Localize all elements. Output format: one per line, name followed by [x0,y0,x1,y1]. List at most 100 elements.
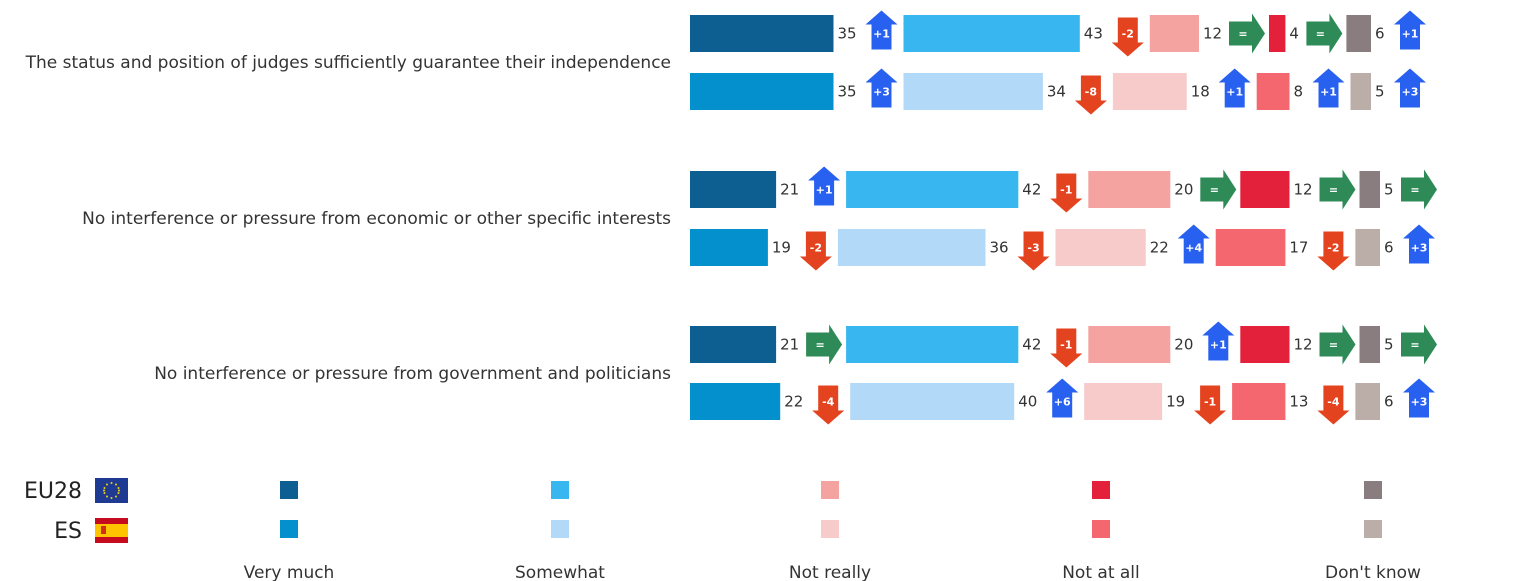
value-label: 5 [1375,83,1385,101]
legend-swatch-eu28-dont-know [1364,481,1382,499]
change-arrow-same-icon [1401,324,1437,365]
change-arrow-same-icon [1319,324,1356,365]
value-label: 19 [772,239,791,257]
spain-flag-icon [95,518,128,543]
change-arrow-up-icon [1177,224,1210,264]
change-arrow-down-icon [1317,385,1350,425]
legend-items: Very much Somewhat Not really Not at all Don… [244,481,1421,581]
bar-eu28-row3-very-much [690,326,777,363]
change-arrow-down-icon [1317,231,1350,271]
change-label: -2 [1327,242,1339,255]
change-label: = [1316,28,1325,41]
change-arrow-down-icon [799,231,832,271]
bar-eu28-row1-very-much [690,15,834,52]
change-arrow-up-icon [1403,378,1435,418]
row-labels: The status and position of judges suffic… [25,53,672,384]
change-arrow-same-icon [1306,13,1343,54]
change-arrow-up-icon [1403,224,1435,264]
legend-swatch-es-somewhat [551,520,569,538]
change-label: +3 [1411,396,1428,409]
value-label: 4 [1289,25,1299,43]
value-label: 22 [784,393,803,411]
value-label: 6 [1384,393,1394,411]
change-label: = [1238,28,1247,41]
bar-es-row2-not-really [1055,229,1146,266]
change-label: = [1210,184,1219,197]
change-label: -1 [1060,339,1072,352]
bar-es-row3-somewhat [850,383,1015,420]
bar-eu28-row1-not-at-all [1269,15,1286,52]
value-label: 20 [1174,336,1193,354]
change-arrow-up-icon [808,166,841,206]
bar-es-row1-not-at-all [1256,73,1290,110]
change-arrow-same-icon [1200,169,1237,210]
change-label: +3 [1402,86,1419,99]
value-label: 6 [1384,239,1394,257]
value-label: 5 [1384,181,1394,199]
row-label-1: The status and position of judges suffic… [25,53,671,73]
legend-label-not-really: Not really [789,563,871,581]
bar-eu28-row2-dont-know [1359,171,1380,208]
change-label: = [1329,339,1338,352]
value-label: 21 [780,336,799,354]
change-arrow-down-icon [1050,173,1083,213]
change-arrow-down-icon [1111,17,1144,57]
value-label: 5 [1384,336,1394,354]
change-label: -2 [810,242,822,255]
bar-eu28-row2-somewhat [846,171,1019,208]
change-arrow-up-icon [1218,68,1251,108]
bar-eu28-row3-not-at-all [1240,326,1290,363]
change-arrow-up-icon [865,10,898,50]
value-label: 42 [1022,336,1041,354]
change-label: = [1410,184,1419,197]
change-label: +1 [1320,86,1337,99]
bar-eu28-row3-not-really [1088,326,1171,363]
bar-eu28-row2-not-at-all [1240,171,1290,208]
change-label: = [1329,184,1338,197]
change-arrow-same-icon [806,324,843,365]
change-arrow-down-icon [1074,75,1107,115]
bar-eu28-row2-very-much [690,171,777,208]
change-arrow-up-icon [1394,68,1426,108]
change-arrow-up-icon [865,68,898,108]
change-arrow-down-icon [1194,385,1227,425]
change-label: +1 [816,184,833,197]
legend-swatch-es-not-at-all [1092,520,1110,538]
change-label: +1 [1210,339,1227,352]
change-label: +4 [1185,242,1202,255]
legend-group-eu28: EU28 [24,479,82,504]
change-label: -3 [1027,242,1039,255]
value-label: 13 [1289,393,1308,411]
change-arrow-up-icon [1046,378,1079,418]
bar-eu28-row1-dont-know [1346,15,1371,52]
legend-swatch-es-dont-know [1364,520,1382,538]
change-arrow-up-icon [1312,68,1345,108]
legend-swatch-eu28-very-much [280,481,298,499]
bar-eu28-row3-dont-know [1359,326,1380,363]
legend-label-dont-know: Don't know [1325,563,1421,581]
bar-es-row1-very-much [690,73,834,110]
change-label: = [1410,339,1419,352]
row-label-2: No interference or pressure from economi… [82,209,671,229]
bar-eu28-row1-not-really [1149,15,1199,52]
value-label: 8 [1294,83,1304,101]
legend-swatch-es-not-really [821,520,839,538]
bar-es-row3-very-much [690,383,781,420]
legend-swatch-eu28-somewhat [551,481,569,499]
change-arrow-down-icon [1050,328,1083,368]
legend-label-somewhat: Somewhat [515,563,605,581]
change-label: = [815,339,824,352]
legend-swatch-eu28-not-really [821,481,839,499]
change-arrow-same-icon [1319,169,1356,210]
change-label: -4 [822,396,835,409]
value-label: 36 [990,239,1009,257]
value-label: 12 [1203,25,1222,43]
change-label: -4 [1327,396,1340,409]
change-label: +6 [1054,396,1071,409]
bar-es-row2-very-much [690,229,768,266]
change-label: -1 [1204,396,1216,409]
legend-swatch-es-very-much [280,520,298,538]
bar-es-row2-dont-know [1355,229,1380,266]
change-arrow-same-icon [1401,169,1437,210]
